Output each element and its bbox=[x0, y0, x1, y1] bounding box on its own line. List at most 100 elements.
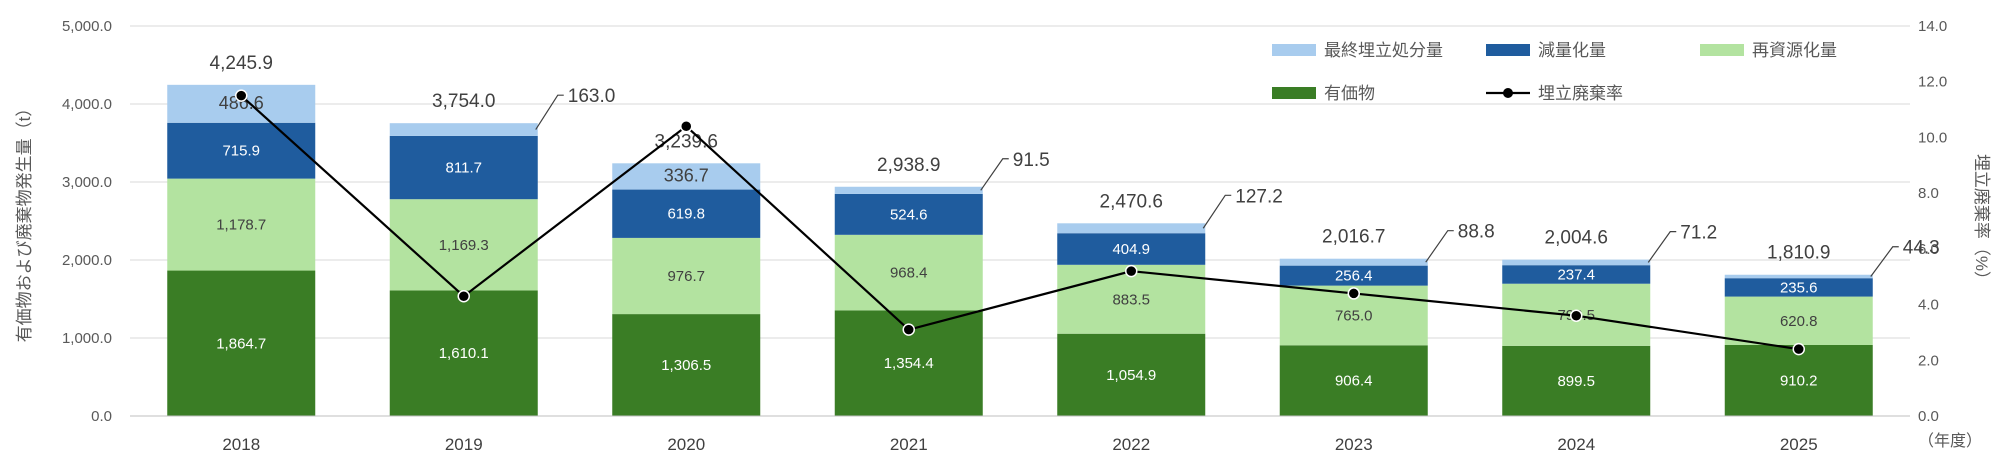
bar-segment bbox=[612, 314, 761, 416]
bar-segment bbox=[1279, 345, 1428, 416]
x-axis-title: （年度） bbox=[1918, 432, 1982, 450]
bar-segment bbox=[834, 234, 983, 311]
legend-line-marker bbox=[1503, 88, 1513, 98]
data-label: 486.6 bbox=[219, 93, 264, 113]
data-label: 765.0 bbox=[1335, 307, 1373, 324]
data-label: 127.2 bbox=[1235, 186, 1283, 207]
y2-tick-label: 2.0 bbox=[1918, 352, 1939, 369]
callout-leader bbox=[980, 158, 1009, 191]
bar-segment bbox=[1502, 345, 1651, 416]
legend-label: 埋立廃棄率 bbox=[1538, 84, 1623, 103]
data-label: 404.9 bbox=[1112, 241, 1150, 258]
total-label: 2,016.7 bbox=[1322, 227, 1385, 248]
bar-segment bbox=[1279, 258, 1428, 266]
bar-segment bbox=[1502, 265, 1651, 284]
callout-leader bbox=[1425, 230, 1454, 263]
rate-point bbox=[1347, 287, 1360, 300]
y-tick-label: 0.0 bbox=[91, 408, 112, 425]
data-label: 1,864.7 bbox=[216, 335, 266, 352]
bar-segment bbox=[1057, 333, 1206, 416]
data-label: 524.6 bbox=[890, 206, 928, 223]
bar-segment bbox=[389, 135, 538, 200]
y2-tick-label: 14.0 bbox=[1918, 18, 1947, 35]
total-label: 1,810.9 bbox=[1767, 243, 1830, 264]
rate-point bbox=[235, 89, 248, 102]
total-label: 3,239.6 bbox=[655, 131, 718, 152]
rate-point bbox=[1792, 342, 1805, 356]
y-tick-label: 4,000.0 bbox=[62, 96, 112, 113]
bar-segment bbox=[389, 123, 538, 136]
y2-tick-label: 6.0 bbox=[1918, 241, 1939, 258]
total-label: 2,470.6 bbox=[1100, 191, 1163, 212]
x-tick-label: 2025 bbox=[1780, 435, 1818, 454]
data-label: 237.4 bbox=[1557, 266, 1595, 283]
data-label: 71.2 bbox=[1680, 223, 1717, 244]
callout-leader bbox=[1647, 231, 1677, 263]
rate-line bbox=[240, 94, 1799, 351]
legend-swatch bbox=[1272, 44, 1316, 56]
data-label: 619.8 bbox=[667, 206, 705, 223]
data-label: 910.2 bbox=[1780, 373, 1818, 390]
legend-swatch bbox=[1486, 44, 1530, 56]
y2-tick-label: 4.0 bbox=[1918, 297, 1939, 314]
bar-segment bbox=[1057, 223, 1206, 234]
y2-tick-label: 0.0 bbox=[1918, 408, 1939, 425]
legend-label: 再資源化量 bbox=[1752, 41, 1837, 60]
bar-segment bbox=[612, 163, 761, 190]
bar-segment bbox=[1724, 274, 1873, 279]
data-label: 715.9 bbox=[222, 143, 260, 160]
bar-segment bbox=[834, 186, 983, 194]
y-tick-label: 1,000.0 bbox=[62, 330, 112, 347]
data-label: 235.6 bbox=[1780, 279, 1818, 296]
rate-point bbox=[457, 289, 470, 303]
y-tick-label: 2,000.0 bbox=[62, 252, 112, 269]
rate-point bbox=[1570, 309, 1583, 322]
bar-segment bbox=[167, 122, 316, 179]
data-label: 906.4 bbox=[1335, 373, 1373, 390]
legend-label: 最終埋立処分量 bbox=[1324, 41, 1443, 60]
total-label: 3,754.0 bbox=[432, 91, 495, 112]
x-tick-label: 2020 bbox=[667, 435, 705, 454]
bar-segment bbox=[167, 178, 316, 271]
bar-segment bbox=[1724, 345, 1873, 416]
rate-point bbox=[902, 323, 915, 336]
y2-axis-title: 埋立廃棄率（%） bbox=[1972, 154, 1991, 288]
bar-segment bbox=[612, 237, 761, 315]
x-tick-label: 2023 bbox=[1335, 435, 1373, 454]
data-label: 163.0 bbox=[568, 86, 616, 107]
legend-label: 有価物 bbox=[1324, 84, 1375, 103]
y2-tick-label: 10.0 bbox=[1918, 129, 1947, 146]
legend-swatch bbox=[1272, 87, 1316, 99]
y2-tick-label: 12.0 bbox=[1918, 74, 1947, 91]
bar-segment bbox=[1502, 259, 1651, 266]
y2-tick-label: 8.0 bbox=[1918, 185, 1939, 202]
x-tick-label: 2018 bbox=[222, 435, 260, 454]
callout-leader bbox=[535, 94, 564, 130]
callout-leader bbox=[1202, 194, 1232, 229]
x-tick-label: 2022 bbox=[1112, 435, 1150, 454]
x-tick-label: 2021 bbox=[890, 435, 928, 454]
data-label: 883.5 bbox=[1112, 291, 1150, 308]
data-label: 1,306.5 bbox=[661, 357, 711, 374]
data-label: 620.8 bbox=[1780, 313, 1818, 330]
bar-segment bbox=[1724, 296, 1873, 346]
bar-segment bbox=[167, 270, 316, 416]
data-label: 968.4 bbox=[890, 265, 928, 282]
data-label: 1,178.7 bbox=[216, 217, 266, 234]
rate-point bbox=[1125, 264, 1138, 278]
data-label: 44.3 bbox=[1903, 238, 1940, 259]
bar-segment bbox=[1724, 278, 1873, 297]
y-tick-label: 3,000.0 bbox=[62, 174, 112, 191]
y-axis-title: 有価物および廃棄物発生量（t） bbox=[15, 100, 34, 343]
total-label: 4,245.9 bbox=[210, 53, 273, 74]
x-tick-label: 2019 bbox=[445, 435, 483, 454]
data-label: 336.7 bbox=[664, 165, 709, 185]
bar-segment bbox=[834, 193, 983, 235]
y-tick-label: 5,000.0 bbox=[62, 18, 112, 35]
data-label: 91.5 bbox=[1013, 150, 1050, 171]
bar-segment bbox=[389, 290, 538, 416]
data-label: 811.7 bbox=[446, 160, 482, 177]
total-label: 2,004.6 bbox=[1545, 228, 1608, 249]
